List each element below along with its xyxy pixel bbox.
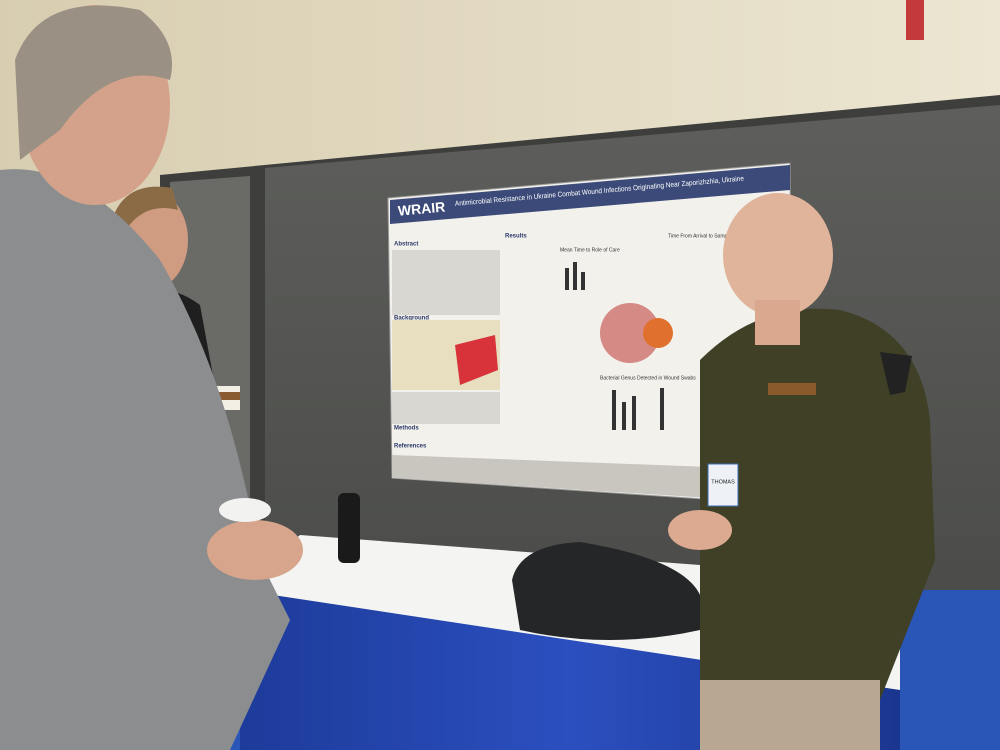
bar-shape <box>632 396 636 430</box>
hair <box>15 5 172 160</box>
wall-sign <box>906 0 924 40</box>
poster-section: Background <box>394 316 429 322</box>
bar-shape <box>622 402 626 430</box>
bar-shape <box>581 272 585 290</box>
poster-section: Abstract <box>394 242 418 248</box>
text-block <box>392 250 500 315</box>
jacket <box>0 169 290 750</box>
bar-shape <box>660 388 664 430</box>
figure-caption: Mean Time to Role of Care <box>560 247 620 253</box>
neck <box>755 300 800 345</box>
hair <box>112 186 178 240</box>
ribbons <box>768 383 816 395</box>
poster-logo: WRAIR <box>397 199 446 219</box>
uniform <box>700 308 935 710</box>
map-zone <box>455 335 498 385</box>
badge-name: THOMAS <box>711 479 735 485</box>
poster-header <box>390 165 790 224</box>
hand <box>207 520 303 580</box>
name-badge <box>707 463 739 507</box>
bar-shape <box>565 268 569 290</box>
backpack <box>512 542 702 640</box>
hands <box>668 510 732 550</box>
trousers <box>700 680 880 750</box>
head <box>723 193 833 317</box>
venn-circle <box>643 318 673 348</box>
cup-sleeve <box>204 392 240 400</box>
attendee-front <box>0 5 303 750</box>
cup <box>219 498 271 522</box>
patch <box>880 352 912 395</box>
water-bottle <box>338 493 360 563</box>
poster-footer <box>392 455 790 503</box>
bar-figure <box>565 262 664 430</box>
poster-section: Methods <box>394 426 419 432</box>
poster-section: Results <box>505 234 527 240</box>
poster: WRAIR Antimicrobial Resistance in Ukrain… <box>387 162 793 506</box>
bar-shape <box>612 390 616 430</box>
venn-circle <box>600 303 660 363</box>
poster-section: References <box>394 444 427 450</box>
soldier: THOMAS <box>668 193 935 750</box>
bar-shape <box>573 262 577 290</box>
figure-caption: Bacterial Genus Detected in Wound Swabs <box>600 375 696 381</box>
figure-caption: Time From Arrival to Sample <box>668 233 731 239</box>
text-block <box>392 392 500 424</box>
